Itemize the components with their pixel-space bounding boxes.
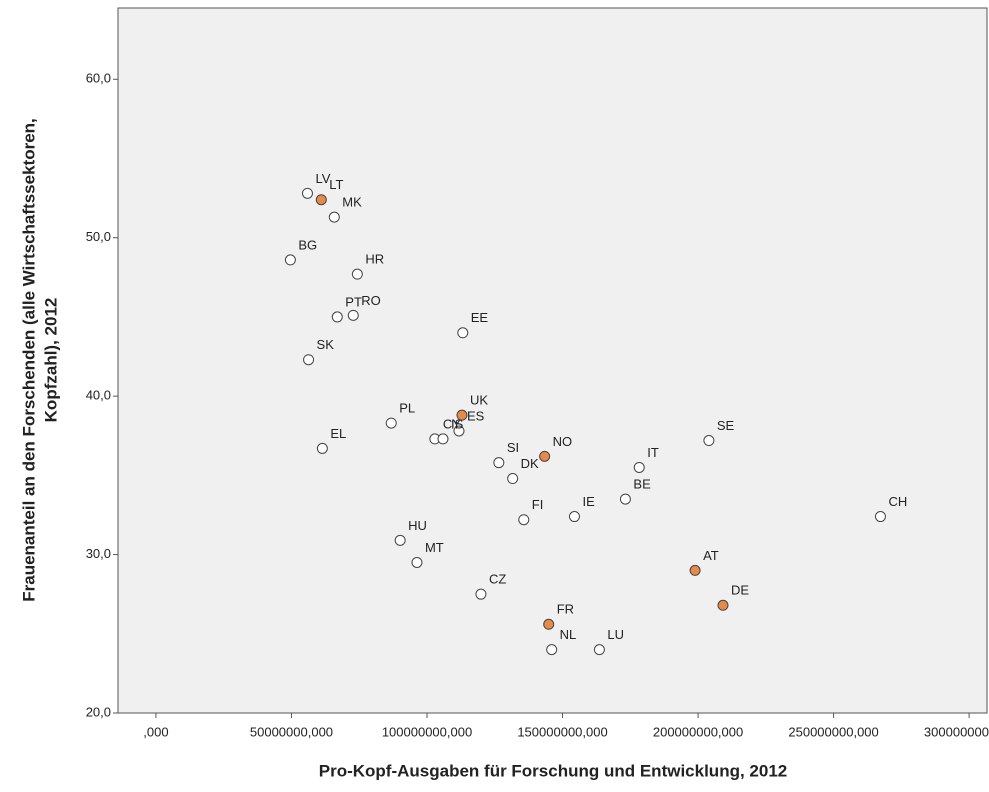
point [411, 556, 423, 568]
point [539, 450, 551, 462]
point [303, 354, 315, 366]
point [703, 435, 715, 447]
y-axis-title: Frauenanteil an den Forschenden (alle Wi… [19, 118, 38, 602]
point-label: NL [560, 627, 577, 642]
point [385, 417, 397, 429]
point [493, 457, 505, 469]
y-axis-title: Kopfzahl), 2012 [41, 298, 60, 423]
point-label: PL [399, 401, 415, 416]
point-label: LU [607, 627, 624, 642]
point [543, 618, 555, 630]
point-label: SE [717, 418, 735, 433]
point [518, 514, 530, 526]
y-tick-label: 40,0 [86, 388, 111, 403]
x-tick-label: 300000000,000 [924, 724, 989, 739]
point-label: LT [329, 177, 343, 192]
point-label: IT [647, 445, 659, 460]
point [546, 644, 558, 656]
point-label: CY [443, 416, 461, 431]
y-tick-label: 60,0 [86, 71, 111, 86]
point [328, 211, 340, 223]
point [347, 309, 359, 321]
x-axis-title: Pro-Kopf-Ausgaben für Forschung und Entw… [319, 761, 787, 780]
x-tick-label: ,000 [143, 724, 168, 739]
x-tick-label: 250000000,000 [788, 724, 878, 739]
point [689, 564, 701, 576]
point-label: RO [361, 293, 381, 308]
point-label: DK [521, 456, 539, 471]
point [351, 268, 363, 280]
point [331, 311, 343, 323]
point [633, 461, 645, 473]
point-label: EE [471, 310, 489, 325]
point-label: CH [888, 494, 907, 509]
x-tick-label: 50000000,000 [250, 724, 333, 739]
y-tick-label: 20,0 [86, 704, 111, 719]
point-label: HR [365, 252, 384, 267]
point-label: BG [298, 237, 317, 252]
point-label: LV [315, 171, 330, 186]
point-label: AT [703, 548, 719, 563]
point-label: HU [408, 518, 427, 533]
point-label: SK [317, 337, 335, 352]
point [301, 187, 313, 199]
y-tick-label: 50,0 [86, 229, 111, 244]
x-tick-label: 200000000,000 [653, 724, 743, 739]
point-label: UK [470, 393, 488, 408]
point-label: FI [532, 497, 544, 512]
x-tick-label: 100000000,000 [382, 724, 472, 739]
point-label: FR [557, 602, 574, 617]
point-label: ES [467, 408, 485, 423]
point [874, 511, 886, 523]
point [456, 409, 468, 421]
point-label: SI [507, 440, 519, 455]
point [457, 327, 469, 339]
point [507, 473, 519, 485]
point-label: NO [553, 434, 573, 449]
point-label: EL [330, 426, 346, 441]
point [284, 254, 296, 266]
point [619, 493, 631, 505]
point-label: PT [345, 294, 362, 309]
point [593, 644, 605, 656]
x-tick-label: 150000000,000 [517, 724, 607, 739]
point [475, 588, 487, 600]
point-label: BE [633, 477, 651, 492]
plot-area [117, 7, 988, 714]
point [453, 425, 465, 437]
point [717, 599, 729, 611]
point-label: MK [342, 195, 362, 210]
point-label: CZ [489, 572, 506, 587]
point-label: MT [425, 540, 444, 555]
point-label: DE [731, 583, 749, 598]
point [315, 194, 327, 206]
point [394, 534, 406, 546]
point [437, 433, 449, 445]
y-tick-label: 30,0 [86, 546, 111, 561]
point-label: IE [582, 494, 595, 509]
point [568, 511, 580, 523]
point [316, 442, 328, 454]
